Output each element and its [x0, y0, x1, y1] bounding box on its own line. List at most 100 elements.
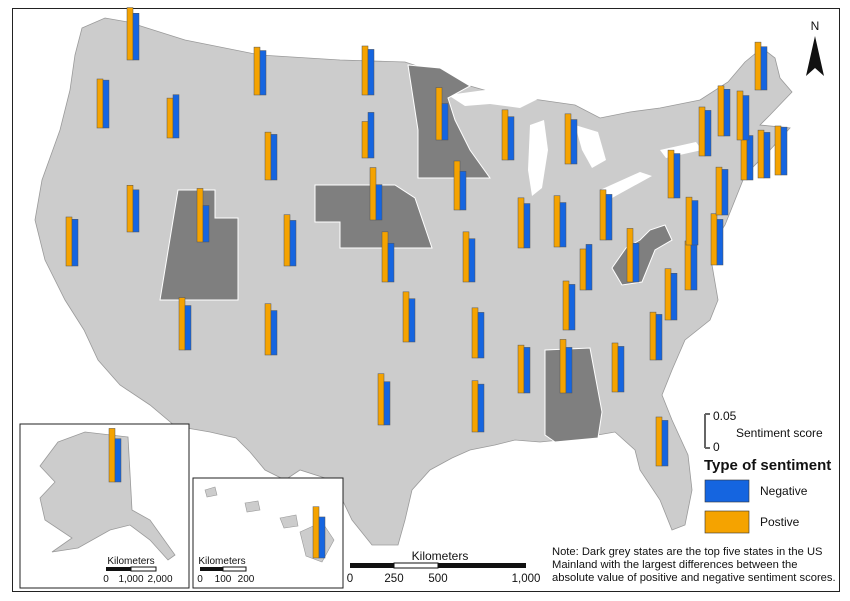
- mainland-scale-tick-0: 0: [347, 573, 353, 585]
- negative-bar-wyoming: [270, 134, 278, 181]
- alaska-landmass: [39, 431, 176, 561]
- positive-bar-missouri: [462, 231, 470, 283]
- state-bar-pair-california: [65, 216, 79, 267]
- negative-bar-north-dakota: [367, 49, 375, 96]
- positive-bar-maryland: [685, 196, 693, 246]
- state-utah: [159, 189, 239, 301]
- positive-bar-georgia: [611, 342, 619, 393]
- negative-bar-missouri: [468, 238, 476, 283]
- state-bar-pair-new-jersey: [715, 166, 729, 216]
- positive-bar-montana: [253, 46, 261, 96]
- alaska-scale-tick-2000: 2,000: [147, 574, 172, 585]
- mainland-scale-tick-1000: 1,000: [512, 573, 541, 585]
- negative-bar-south-carolina: [655, 314, 663, 361]
- state-bar-pair-mississippi: [517, 344, 531, 394]
- state-bar-pair-nevada: [126, 185, 140, 233]
- state-bar-pair-pennsylvania: [667, 149, 681, 199]
- state-bar-pair-iowa: [453, 160, 467, 211]
- positive-bar-pennsylvania: [667, 149, 675, 199]
- state-bar-pair-idaho: [166, 94, 180, 139]
- hawaii-island-kauai: [204, 486, 218, 498]
- negative-bar-indiana: [559, 202, 567, 248]
- positive-bar-minnesota: [435, 87, 443, 141]
- state-bar-pair-arkansas: [471, 307, 485, 359]
- legend-positive-label: Postive: [760, 515, 800, 529]
- state-bar-pair-wyoming: [264, 131, 278, 181]
- state-bar-pair-texas: [377, 373, 391, 426]
- negative-bar-nevada: [132, 189, 140, 233]
- positive-bar-vermont: [717, 85, 725, 137]
- negative-bar-michigan: [570, 119, 578, 165]
- positive-bar-illinois: [517, 197, 525, 249]
- scale-max-label: 0.05: [713, 409, 737, 423]
- positive-bar-oregon: [96, 78, 104, 129]
- positive-bar-colorado: [283, 214, 291, 267]
- positive-bar-kentucky: [579, 248, 587, 291]
- hawaii-scale-tick-0: 0: [197, 574, 203, 585]
- positive-bar-nebraska: [369, 167, 377, 221]
- state-bar-pair-delaware: [710, 213, 724, 266]
- negative-bar-virginia: [690, 244, 698, 291]
- negative-bar-minnesota: [441, 103, 449, 141]
- state-alabama: [544, 347, 603, 443]
- state-bar-pair-oklahoma: [402, 291, 416, 343]
- positive-bar-idaho: [166, 97, 174, 139]
- alaska-scale-seg1: [106, 567, 131, 571]
- legend-negative-label: Negative: [760, 484, 808, 498]
- legend-negative-swatch: [704, 479, 750, 503]
- hawaii-scale-bar: Kilometers 0 100 200: [197, 556, 255, 585]
- hawaii-island-oahu: [244, 500, 261, 513]
- positive-bar-nevada: [126, 185, 134, 233]
- negative-bar-new-mexico: [270, 310, 278, 356]
- mainland-scale-bar: Kilometers 0 250 500 1,000: [347, 549, 541, 585]
- state-bar-pair-maryland: [685, 196, 699, 246]
- state-bar-pair-florida: [655, 416, 669, 467]
- state-bar-pair-new-mexico: [264, 303, 278, 356]
- mainland-scale-seg2: [393, 562, 439, 569]
- negative-bar-new-york: [704, 110, 712, 157]
- positive-bar-wyoming: [264, 131, 272, 181]
- legend-positive-swatch: [704, 510, 750, 534]
- negative-bar-connecticut: [746, 135, 754, 181]
- state-bar-pair-colorado: [283, 214, 297, 267]
- negative-bar-illinois: [523, 203, 531, 249]
- alaska-scale-tick-0: 0: [103, 574, 109, 585]
- state-bar-pair-west-virginia: [626, 228, 640, 283]
- negative-bar-idaho: [172, 94, 180, 139]
- state-bar-pair-missouri: [462, 231, 476, 283]
- negative-bar-kentucky: [585, 244, 593, 291]
- negative-bar-oklahoma: [408, 298, 416, 343]
- positive-bar-massachusetts: [774, 125, 782, 176]
- state-bar-pair-washington: [126, 7, 140, 61]
- negative-bar-florida: [661, 420, 669, 467]
- negative-bar-colorado: [289, 220, 297, 267]
- alaska-scale-tick-1000: 1,000: [118, 574, 143, 585]
- negative-bar-massachusetts: [780, 126, 788, 176]
- negative-bar-maine: [760, 46, 768, 91]
- state-minnesota: [407, 64, 491, 179]
- negative-bar-new-hampshire: [742, 95, 750, 141]
- hawaii-scale-seg2: [222, 566, 247, 572]
- positive-bar-maine: [754, 41, 762, 91]
- north-arrow-icon: [806, 36, 824, 76]
- lake-michigan: [528, 120, 548, 196]
- positive-bar-alabama: [559, 339, 567, 394]
- positive-bar-utah: [196, 188, 204, 243]
- negative-bar-mississippi: [523, 347, 531, 394]
- lake-huron: [575, 125, 606, 168]
- positive-bar-california: [65, 216, 73, 267]
- negative-bar-vermont: [723, 89, 731, 137]
- alaska-scale-bar: Kilometers 0 1,000 2,000: [103, 556, 173, 585]
- alaska-scale-seg2: [130, 566, 157, 572]
- positive-bar-michigan: [564, 113, 572, 165]
- positive-bar-texas: [377, 373, 385, 426]
- negative-bar-tennessee: [568, 284, 576, 331]
- state-bar-pair-indiana: [553, 195, 567, 248]
- state-bar-pair-south-dakota: [361, 112, 375, 159]
- state-bar-pair-north-dakota: [361, 45, 375, 96]
- state-bar-pair-michigan: [564, 113, 578, 165]
- state-bar-pair-north-carolina: [664, 268, 678, 321]
- hawaii-scale-tick-200: 200: [238, 574, 255, 585]
- north-arrow-label: N: [811, 19, 820, 33]
- scale-title: Sentiment score: [736, 426, 823, 440]
